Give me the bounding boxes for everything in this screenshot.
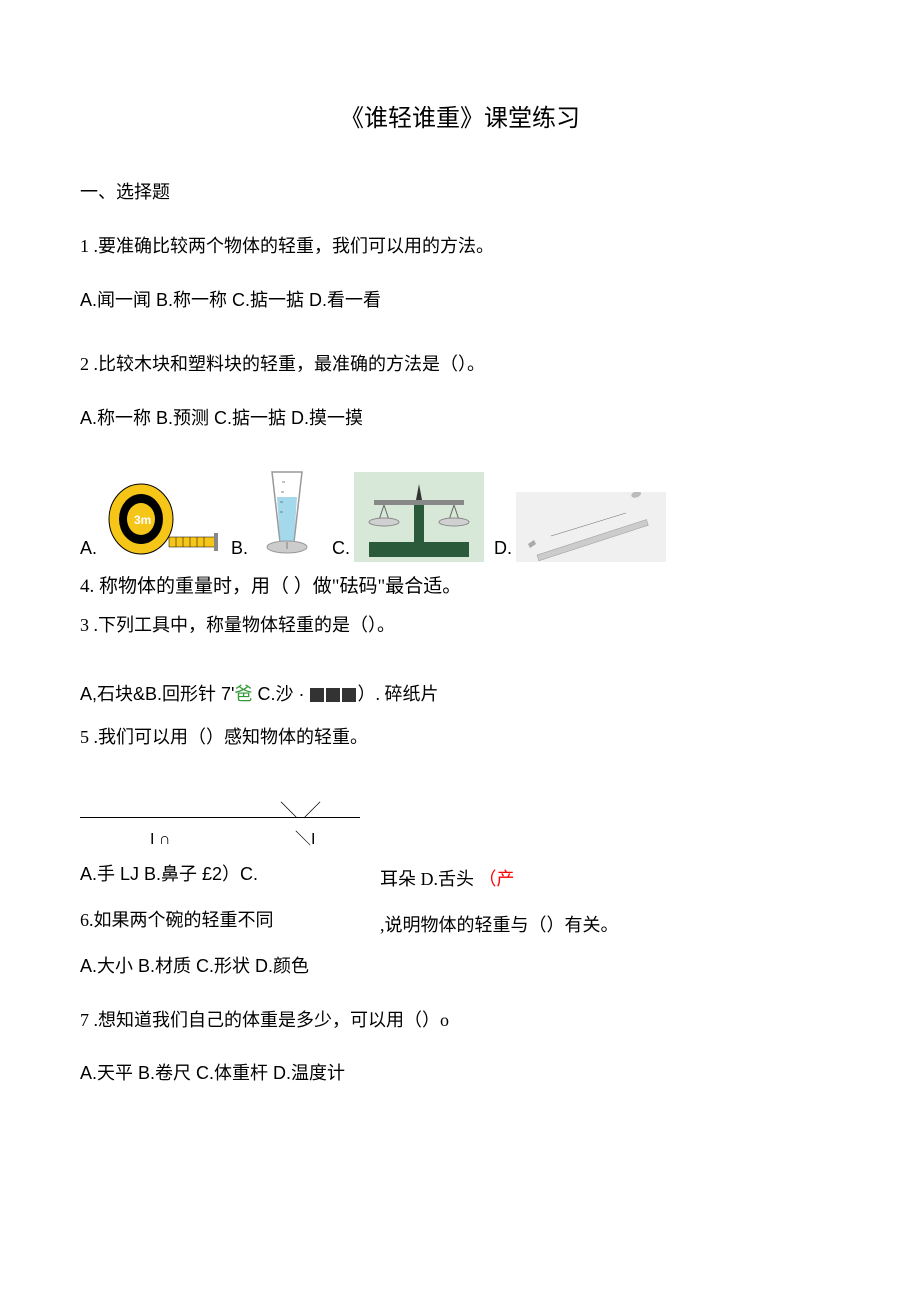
q5-right-text: 耳朵 D.舌头: [380, 869, 474, 889]
tool-c: C.: [332, 472, 484, 562]
question-6-options: A.大小 B.材质 C.形状 D.颜色: [80, 952, 840, 981]
label-a: A.: [80, 534, 97, 563]
sketch-text-1: I ∩: [150, 827, 170, 853]
balance-scale-icon: [354, 472, 484, 562]
question-6-row: 6.如果两个碗的轻重不同 ,说明物体的轻重与（）有关。: [80, 906, 840, 940]
question-1: 1 .要准确比较两个物体的轻重，我们可以用的方法。: [80, 232, 840, 261]
q5-options-left: A.手 LJ B.鼻子 £2）C.: [80, 860, 380, 889]
question-7-options: A.天平 B.卷尺 C.体重杆 D.温度计: [80, 1059, 840, 1088]
question-7: 7 .想知道我们自己的体重是多少，可以用（）o: [80, 1006, 840, 1035]
garbled-green: 爸: [234, 684, 252, 704]
sketch-slashes: ＼ ／: [280, 797, 321, 826]
question-2: 2 .比较木块和塑料块的轻重，最准确的方法是（）。: [80, 350, 840, 379]
question-4-garbled-options: A,石块&B.回形针 7'爸 C.沙 · ）. 碎纸片: [80, 680, 840, 709]
q5-options-row: A.手 LJ B.鼻子 £2）C. 耳朵 D.舌头 （产: [80, 860, 840, 894]
sketch-drawing: ＼ ／ I ∩ ＼I: [80, 792, 840, 852]
svg-text:3m: 3m: [134, 513, 151, 527]
thermometer-icon: [516, 492, 666, 562]
label-b: B.: [231, 534, 248, 563]
garbled-prefix: A,石块&B.回形针 7': [80, 684, 234, 704]
question-6-right: ,说明物体的轻重与（）有关。: [380, 906, 840, 940]
question-1-options: A.闻一闻 B.称一称 C.掂一掂 D.看一看: [80, 286, 840, 315]
garbled-mid: C.沙 ·: [252, 684, 309, 704]
label-c: C.: [332, 534, 350, 563]
question-3: 3 .下列工具中，称量物体轻重的是（）。: [80, 611, 840, 640]
tool-a: A. 3m: [80, 477, 221, 562]
black-blocks-icon: [309, 680, 357, 709]
garbled-suffix: ）. 碎纸片: [357, 684, 438, 704]
question-6-left: 6.如果两个碗的轻重不同: [80, 906, 380, 935]
tools-image-row: A. 3m B. C.: [80, 467, 840, 562]
question-2-options: A.称一称 B.预测 C.掂一掂 D.摸一摸: [80, 404, 840, 433]
section-heading: 一、选择题: [80, 178, 840, 207]
beaker-icon: [252, 467, 322, 562]
question-4-kaiti: 4. 称物体的重量时，用（ ）做"砝码"最合适。: [80, 572, 840, 602]
q5-red-text: （产: [479, 869, 515, 889]
q5-options-right: 耳朵 D.舌头 （产: [380, 860, 840, 894]
question-5: 5 .我们可以用（）感知物体的轻重。: [80, 723, 840, 752]
tool-b: B.: [231, 467, 322, 562]
tape-measure-icon: 3m: [101, 477, 221, 562]
tool-d: D.: [494, 492, 666, 562]
label-d: D.: [494, 534, 512, 563]
page-title: 《谁轻谁重》课堂练习: [80, 100, 840, 138]
sketch-text-2: ＼I: [295, 827, 315, 853]
